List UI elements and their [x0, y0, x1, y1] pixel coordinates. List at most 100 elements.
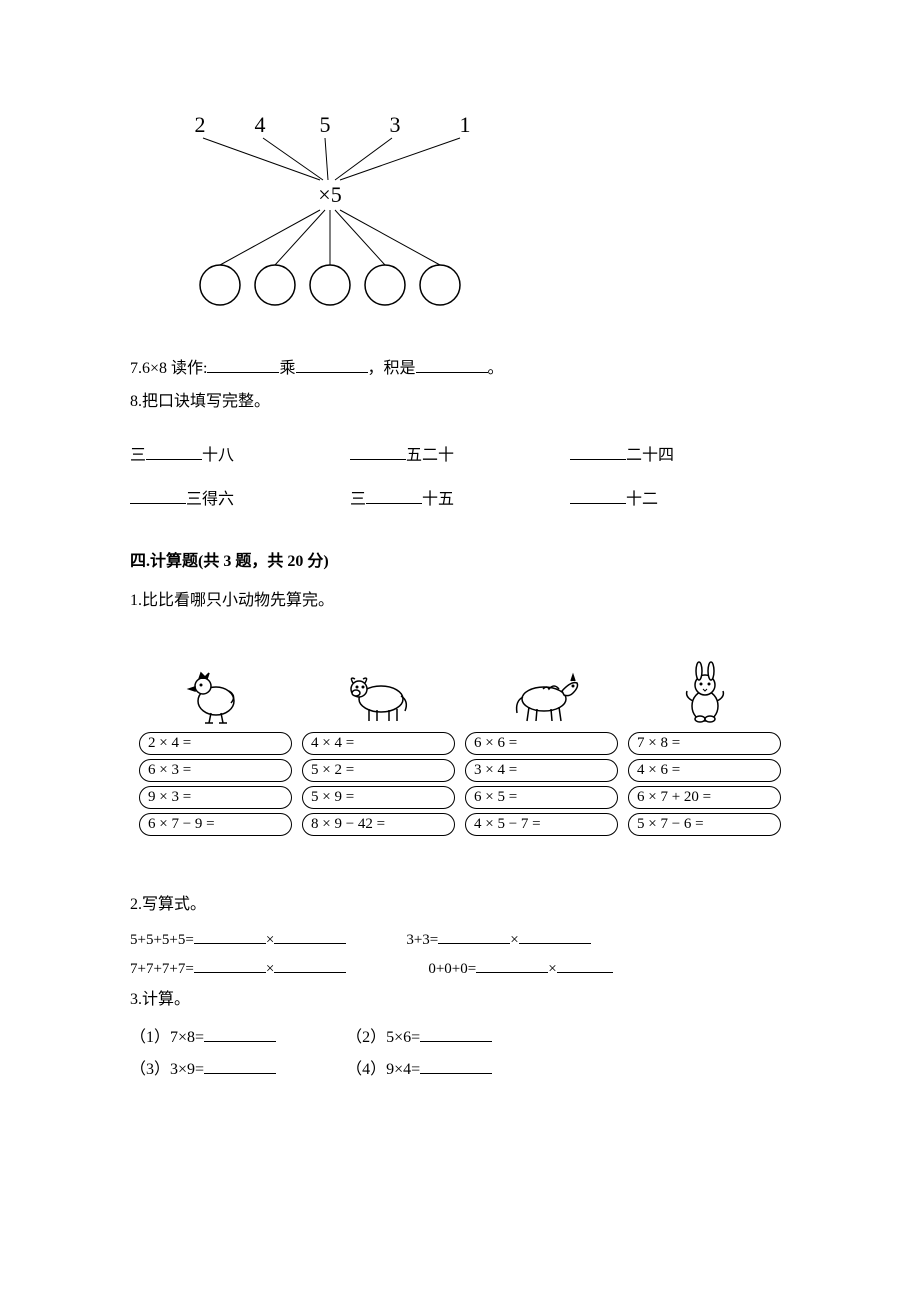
blank[interactable]: [204, 1025, 276, 1042]
blank[interactable]: [570, 443, 626, 460]
blank[interactable]: [274, 928, 346, 944]
math-pill[interactable]: 6 × 7 + 20 =: [628, 786, 781, 809]
animals-table: 2 × 4 = 6 × 3 = 9 × 3 = 6 × 7 − 9 =: [130, 655, 790, 841]
top-num-2: 5: [320, 112, 331, 137]
eq-item: 0+0+0= ×: [428, 957, 612, 978]
math-pill[interactable]: 5 × 2 =: [302, 759, 455, 782]
animal-column-rabbit: 7 × 8 = 4 × 6 = 6 × 7 + 20 = 5 × 7 − 6 =: [627, 655, 782, 841]
math-pill[interactable]: 3 × 4 =: [465, 759, 618, 782]
times-sign: ×: [548, 961, 556, 977]
koujue-table: 三十八 五二十 二十四 三得六 三十五 十二: [130, 431, 790, 519]
rabbit-icon: [628, 656, 781, 726]
calc-label: （3）3×9=: [130, 1061, 204, 1078]
calc-row: （1）7×8= （2）5×6=: [130, 1023, 790, 1047]
calc-item: （3）3×9=: [130, 1055, 276, 1079]
animal-column-chicken: 2 × 4 = 6 × 3 = 9 × 3 = 6 × 7 − 9 =: [138, 655, 293, 841]
blank[interactable]: [194, 928, 266, 944]
figure-multiply-5: 2 4 5 3 1 ×5: [170, 110, 790, 315]
math-pill[interactable]: 6 × 6 =: [465, 732, 618, 755]
eq-item: 3+3= ×: [406, 928, 590, 949]
result-circle[interactable]: [255, 265, 295, 305]
koujue-post: 十二: [626, 491, 658, 508]
animal-column-horse: 6 × 6 = 3 × 4 = 6 × 5 = 4 × 5 − 7 =: [464, 655, 619, 841]
eq-item: 7+7+7+7= ×: [130, 957, 346, 978]
branch-diagram: 2 4 5 3 1 ×5: [170, 110, 510, 310]
blank[interactable]: [350, 443, 406, 460]
q7-prefix: 7.6×8 读作:: [130, 360, 207, 377]
koujue-cell: 三 十八: [130, 431, 350, 475]
calc-label: （4）9×4=: [346, 1061, 420, 1078]
blank[interactable]: [194, 957, 266, 973]
table-row: 三 十八 五二十 二十四: [130, 431, 790, 475]
q7-period: 。: [488, 360, 504, 377]
blank[interactable]: [207, 356, 279, 373]
blank[interactable]: [570, 487, 626, 504]
blank[interactable]: [274, 957, 346, 973]
blank[interactable]: [557, 957, 613, 973]
koujue-pre: 三: [130, 447, 146, 464]
math-pill[interactable]: 5 × 7 − 6 =: [628, 813, 781, 836]
calc-item: （1）7×8=: [130, 1023, 276, 1047]
question-4-1-title: 1.比比看哪只小动物先算完。: [130, 587, 790, 616]
koujue-post: 三得六: [186, 491, 234, 508]
math-pill[interactable]: 4 × 5 − 7 =: [465, 813, 618, 836]
eq-left: 7+7+7+7=: [130, 961, 194, 977]
math-pill[interactable]: 5 × 9 =: [302, 786, 455, 809]
top-num-4: 1: [460, 112, 471, 137]
koujue-post: 二十四: [626, 447, 674, 464]
blank[interactable]: [420, 1057, 492, 1074]
question-4-3-title: 3.计算。: [130, 986, 790, 1015]
animal-column-cow: 4 × 4 = 5 × 2 = 5 × 9 = 8 × 9 − 42 =: [301, 655, 456, 841]
eq-left: 5+5+5+5=: [130, 932, 194, 948]
q7-ji: 积是: [384, 360, 416, 377]
times-sign: ×: [266, 961, 274, 977]
write-eq-row: 7+7+7+7= × 0+0+0= ×: [130, 957, 790, 978]
math-pill[interactable]: 6 × 3 =: [139, 759, 292, 782]
math-pill[interactable]: 4 × 4 =: [302, 732, 455, 755]
calc-label: （2）5×6=: [346, 1029, 420, 1046]
math-pill[interactable]: 9 × 3 =: [139, 786, 292, 809]
blank[interactable]: [146, 443, 202, 460]
koujue-cell: 五二十: [350, 431, 570, 475]
result-circle[interactable]: [365, 265, 405, 305]
table-row: 三得六 三 十五 十二: [130, 475, 790, 519]
result-circle[interactable]: [420, 265, 460, 305]
math-pill[interactable]: 6 × 5 =: [465, 786, 618, 809]
koujue-post: 十五: [422, 491, 454, 508]
eq-left: 0+0+0=: [428, 961, 476, 977]
koujue-cell: 二十四: [570, 431, 790, 475]
result-circle[interactable]: [310, 265, 350, 305]
top-num-3: 3: [390, 112, 401, 137]
table-row: 2 × 4 = 6 × 3 = 9 × 3 = 6 × 7 − 9 =: [138, 655, 782, 841]
question-8-title: 8.把口诀填写完整。: [130, 388, 790, 417]
koujue-pre: 三: [350, 491, 366, 508]
center-label: ×5: [318, 182, 341, 207]
blank[interactable]: [366, 487, 422, 504]
blank[interactable]: [130, 487, 186, 504]
q7-cheng: 乘: [279, 360, 295, 377]
blank[interactable]: [296, 356, 368, 373]
koujue-post: 十八: [202, 447, 234, 464]
q7-comma: ，: [368, 360, 384, 377]
blank[interactable]: [420, 1025, 492, 1042]
times-sign: ×: [510, 932, 518, 948]
result-circle[interactable]: [200, 265, 240, 305]
math-pill[interactable]: 8 × 9 − 42 =: [302, 813, 455, 836]
calc-label: （1）7×8=: [130, 1029, 204, 1046]
blank[interactable]: [519, 928, 591, 944]
cow-icon: [302, 656, 455, 726]
math-pill[interactable]: 7 × 8 =: [628, 732, 781, 755]
math-pill[interactable]: 6 × 7 − 9 =: [139, 813, 292, 836]
eq-left: 3+3=: [406, 932, 438, 948]
math-pill[interactable]: 4 × 6 =: [628, 759, 781, 782]
top-num-0: 2: [195, 112, 206, 137]
blank[interactable]: [416, 356, 488, 373]
koujue-cell: 三得六: [130, 475, 350, 519]
blank[interactable]: [204, 1057, 276, 1074]
chicken-icon: [139, 656, 292, 726]
math-pill[interactable]: 2 × 4 =: [139, 732, 292, 755]
page: 2 4 5 3 1 ×5: [0, 0, 920, 1147]
blank[interactable]: [476, 957, 548, 973]
horse-icon: [465, 656, 618, 726]
blank[interactable]: [438, 928, 510, 944]
